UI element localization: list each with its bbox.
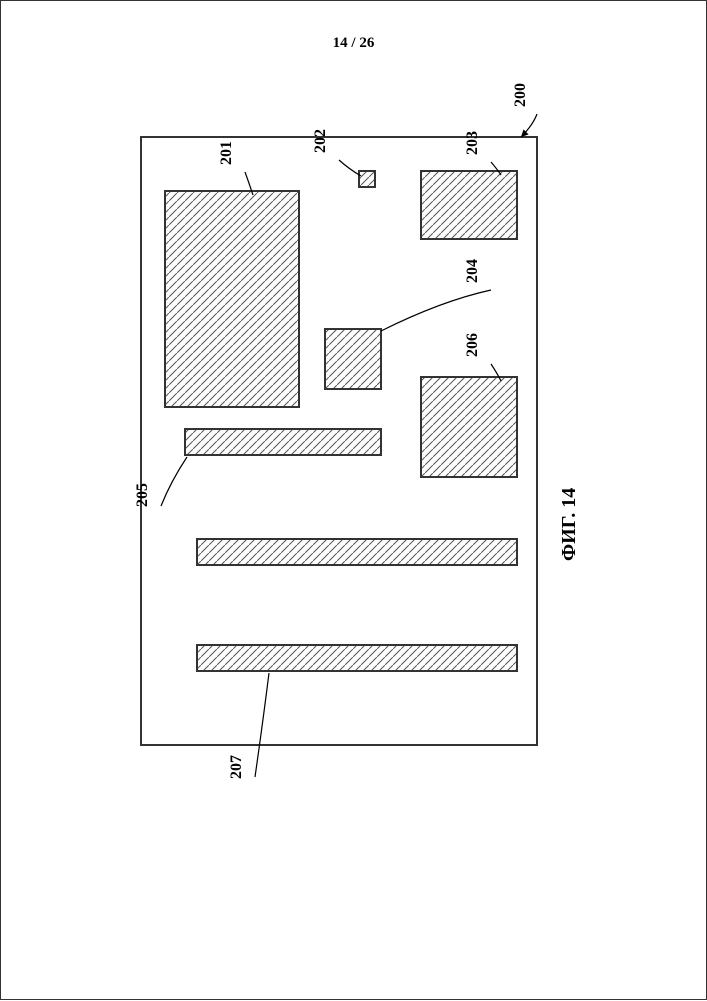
block-205 xyxy=(185,429,381,455)
block-201 xyxy=(165,191,299,407)
leader-200 xyxy=(521,114,537,137)
block-207b xyxy=(197,645,517,671)
figure-caption: ФИГ. 14 xyxy=(558,488,581,561)
block-204 xyxy=(325,329,381,389)
label-207: 207 xyxy=(228,755,245,779)
block-207 xyxy=(197,539,517,565)
label-205: 205 xyxy=(134,483,151,507)
block-202 xyxy=(359,171,375,187)
label-202: 202 xyxy=(312,129,329,153)
label-204: 204 xyxy=(464,259,481,283)
block-206 xyxy=(421,377,517,477)
label-206: 206 xyxy=(464,333,481,357)
page: 14 / 26 200201202203204205206207 ФИГ. 14 xyxy=(0,0,707,1000)
label-201: 201 xyxy=(218,141,235,165)
label-203: 203 xyxy=(464,131,481,155)
block-203 xyxy=(421,171,517,239)
figure-svg: 200 201 202 203 204 205 206 207 xyxy=(1,1,707,1001)
label-200: 200 xyxy=(512,83,529,107)
